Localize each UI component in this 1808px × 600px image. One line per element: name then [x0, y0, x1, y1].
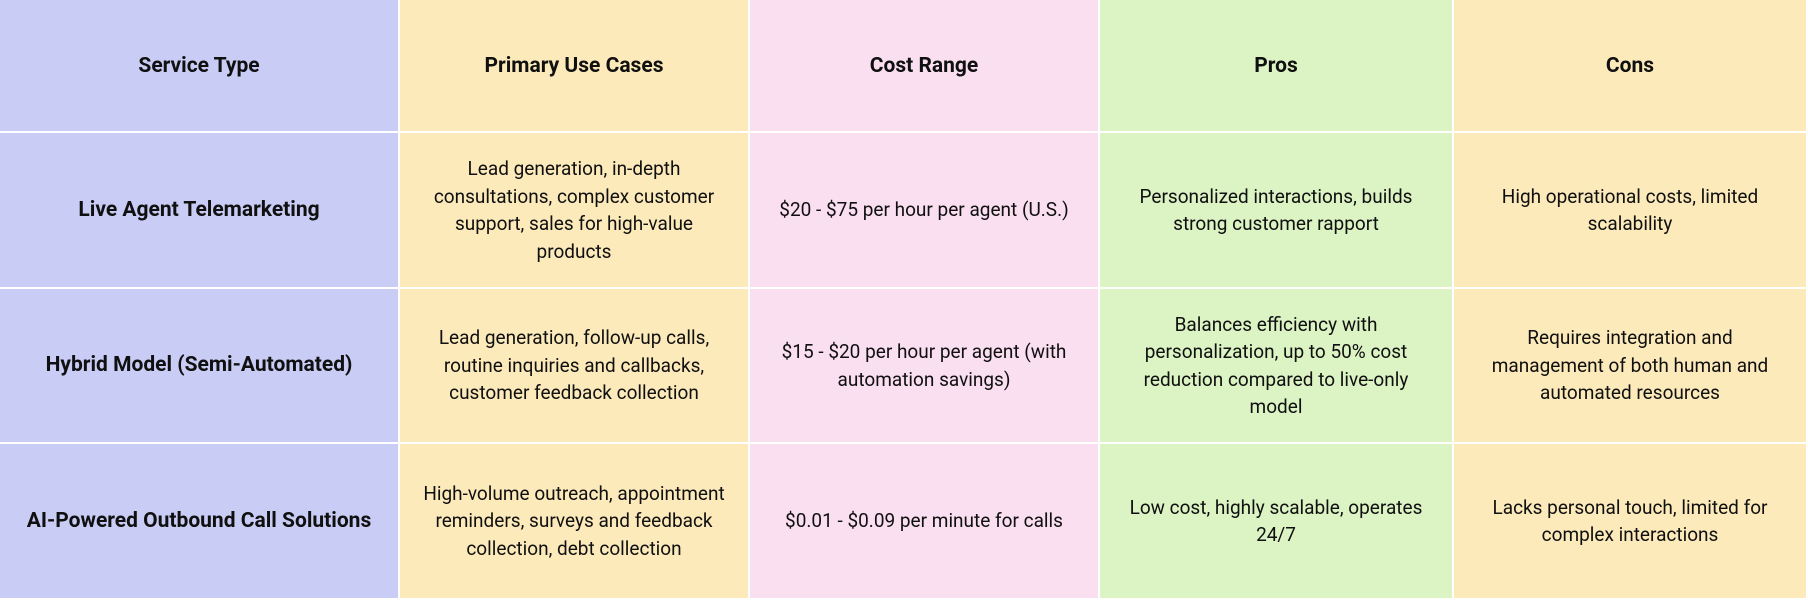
cell-cost-range: $15 - $20 per hour per agent (with autom…: [750, 289, 1100, 445]
cell-pros: Low cost, highly scalable, operates 24/7: [1100, 444, 1454, 600]
cell-cons: Lacks personal touch, limited for comple…: [1454, 444, 1808, 600]
col-header-use-cases: Primary Use Cases: [400, 0, 750, 133]
cell-use-cases: High-volume outreach, appointment remind…: [400, 444, 750, 600]
cell-use-cases: Lead generation, in-depth consultations,…: [400, 133, 750, 289]
cell-cost-range: $20 - $75 per hour per agent (U.S.): [750, 133, 1100, 289]
col-header-cons: Cons: [1454, 0, 1808, 133]
cell-cost-range: $0.01 - $0.09 per minute for calls: [750, 444, 1100, 600]
row-label: Hybrid Model (Semi-Automated): [0, 289, 400, 445]
comparison-table: Service Type Primary Use Cases Cost Rang…: [0, 0, 1808, 600]
cell-use-cases: Lead generation, follow-up calls, routin…: [400, 289, 750, 445]
row-label: AI-Powered Outbound Call Solutions: [0, 444, 400, 600]
cell-pros: Personalized interactions, builds strong…: [1100, 133, 1454, 289]
col-header-service-type: Service Type: [0, 0, 400, 133]
col-header-cost-range: Cost Range: [750, 0, 1100, 133]
cell-cons: High operational costs, limited scalabil…: [1454, 133, 1808, 289]
row-label: Live Agent Telemarketing: [0, 133, 400, 289]
col-header-pros: Pros: [1100, 0, 1454, 133]
cell-pros: Balances efficiency with personalization…: [1100, 289, 1454, 445]
cell-cons: Requires integration and management of b…: [1454, 289, 1808, 445]
